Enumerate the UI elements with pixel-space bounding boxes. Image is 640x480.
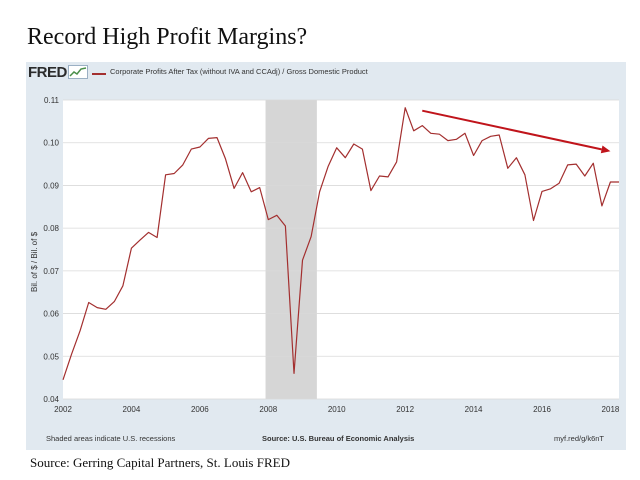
y-tick-label: 0.09 <box>43 181 59 190</box>
x-tick-label: 2008 <box>259 405 277 414</box>
y-axis-label: Bil. of $ / Bil. of $ <box>30 231 39 292</box>
fred-logo: FRED <box>28 64 67 81</box>
x-tick-label: 2010 <box>328 405 346 414</box>
profit-margin-chart: 0.04 0.05 0.06 0.07 0.08 0.09 0.10 0.11 2002 200… <box>43 96 620 414</box>
series-line <box>62 107 619 380</box>
x-tick-label: 2004 <box>123 405 141 414</box>
y-tick-label: 0.07 <box>43 267 59 276</box>
x-tick-label: 2006 <box>191 405 209 414</box>
trend-arrow-shaft <box>422 109 602 151</box>
recession-band <box>265 100 317 399</box>
y-tick-label: 0.08 <box>43 224 59 233</box>
fred-chart-logo-icon <box>68 65 88 79</box>
legend-swatch <box>92 73 106 75</box>
x-tick-label: 2018 <box>602 405 620 414</box>
y-tick-label: 0.11 <box>44 96 60 105</box>
recession-note: Shaded areas indicate U.S. recessions <box>46 434 176 443</box>
legend-label: Corporate Profits After Tax (without IVA… <box>110 67 368 76</box>
short-url[interactable]: myf.red/g/k6nT <box>554 434 605 443</box>
y-tick-label: 0.04 <box>43 395 59 404</box>
plot-area <box>63 100 619 399</box>
page-title: Record High Profit Margins? <box>27 24 308 50</box>
trend-arrow-head <box>600 145 611 154</box>
source-caption: Source: Gerring Capital Partners, St. Lo… <box>30 455 290 470</box>
x-tick-label: 2016 <box>533 405 551 414</box>
x-tick-label: 2002 <box>54 405 72 414</box>
x-tick-label: 2014 <box>465 405 483 414</box>
y-tick-label: 0.06 <box>43 310 59 319</box>
y-tick-label: 0.10 <box>43 139 59 148</box>
y-tick-label: 0.05 <box>43 352 59 361</box>
fred-graph-panel: FRED Corporate Profits After Tax (withou… <box>26 62 626 450</box>
x-tick-label: 2012 <box>396 405 414 414</box>
source-note: Source: U.S. Bureau of Economic Analysis <box>262 434 415 443</box>
